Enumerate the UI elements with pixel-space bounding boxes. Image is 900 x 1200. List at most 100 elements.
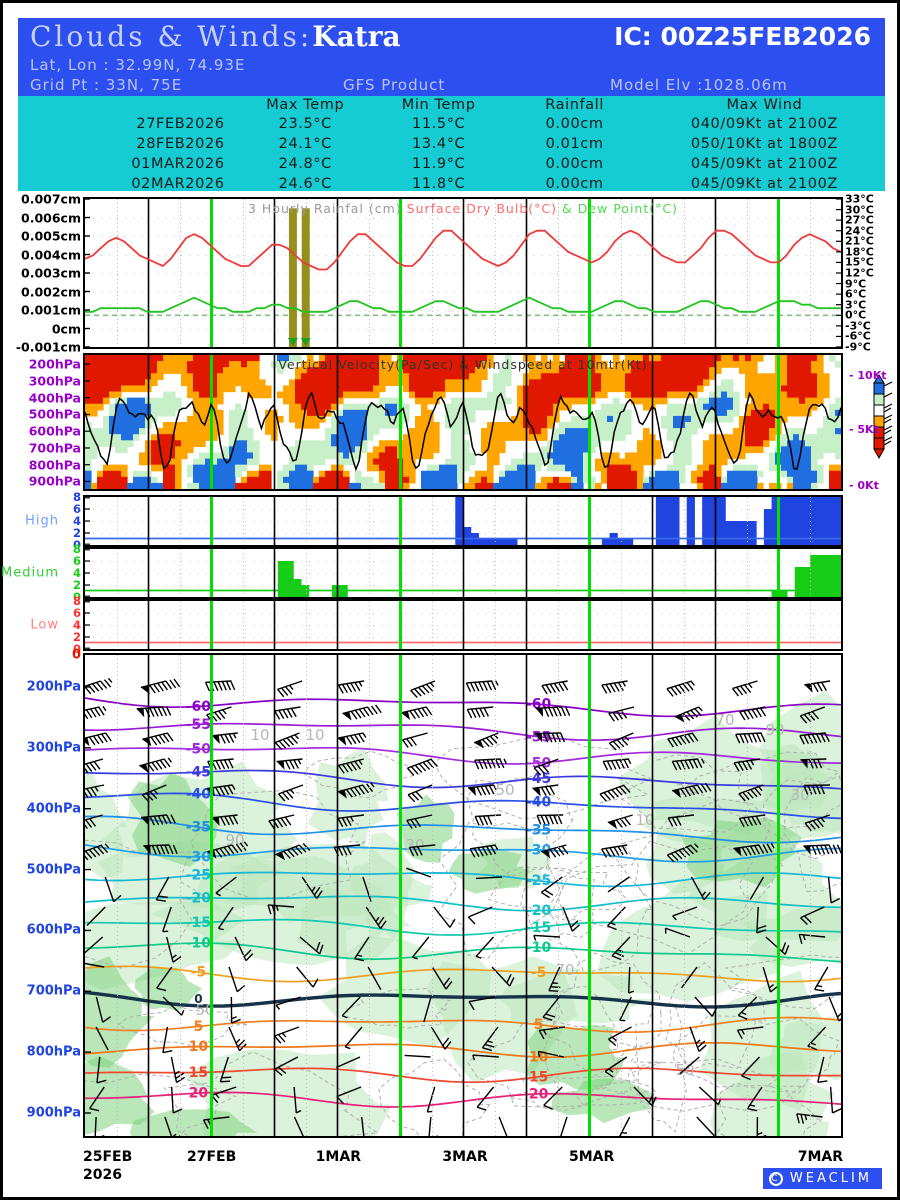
cloud-ytick: 2 xyxy=(72,526,81,540)
low-cloud-plot xyxy=(85,601,841,649)
col-max-wind: Max Wind xyxy=(726,97,803,113)
temp-ytick: 33°C xyxy=(845,192,874,206)
isotherm-label: -10 xyxy=(186,936,212,952)
temp-ytick: -9°C xyxy=(845,340,871,354)
table-header-row: Max Temp Min Temp Rainfall Max Wind xyxy=(18,96,885,114)
cell-date: 27FEB2026 xyxy=(136,116,225,132)
cell-min-temp: 11.5°C xyxy=(412,116,466,132)
col-blank xyxy=(18,96,239,114)
cloud-panel-label: Low xyxy=(30,617,59,633)
temp-ytick: 9°C xyxy=(845,277,867,291)
upper-air-ytick: 600hPa xyxy=(26,922,81,938)
wind-barb-legend xyxy=(873,374,893,460)
isotherm-label: -5 xyxy=(531,965,547,981)
upper-air-panel: -60-60-55-55-50-50-45-45-40-40-35-35-30-… xyxy=(27,648,843,1138)
cell-max-temp: 24.6°C xyxy=(278,176,332,191)
watermark-text: WEACLIM xyxy=(789,1171,872,1186)
elevation-label: Model Elv :1028.06m xyxy=(610,76,788,94)
vv-ytick: 900hPa xyxy=(28,473,81,489)
isotherm-label: -50 xyxy=(186,742,212,758)
cell-min-temp: 13.4°C xyxy=(412,136,466,152)
weaclim-watermark: C WEACLIM xyxy=(762,1168,882,1189)
isotherm-label: -60 xyxy=(186,699,212,715)
temp-ytick: 18°C xyxy=(845,245,874,259)
table-row: 02MAR2026 24.6°C 11.8°C 0.00cm 045/09Kt at 2… xyxy=(18,174,885,191)
cloud-ytick: 4 xyxy=(72,618,81,632)
cell-date: 02MAR2026 xyxy=(131,176,225,191)
cloud-ytick: 8 xyxy=(72,490,81,504)
isotherm-label: -25 xyxy=(526,873,551,889)
col-min-temp: Min Temp xyxy=(401,97,476,113)
temp-ytick: 21°C xyxy=(845,234,874,248)
isotherm-label: -10 xyxy=(526,940,552,956)
temp-ytick: 24°C xyxy=(845,224,874,238)
vertical-velocity-plot xyxy=(85,355,841,489)
cloud-ytick: 6 xyxy=(72,606,81,620)
upper-air-ytick: 200hPa xyxy=(26,679,81,695)
isotherm-label: 5 xyxy=(194,1019,204,1035)
upper-air-top-tick: 0 xyxy=(71,647,81,663)
page-header: Clouds & Winds:Katra IC: 00Z25FEB2026 La… xyxy=(18,18,885,96)
cell-rainfall: 0.00cm xyxy=(545,116,604,132)
cell-date: 28FEB2026 xyxy=(136,136,225,152)
isotherm-label: 15 xyxy=(529,1069,548,1085)
upper-air-ytick: 700hPa xyxy=(26,983,81,999)
col-rainfall: Rainfall xyxy=(545,97,604,113)
isotherm-label: -40 xyxy=(526,794,552,810)
humidity-label: 10 xyxy=(305,726,324,744)
isotherm-label: -5 xyxy=(191,965,207,981)
isotherm-label: 15 xyxy=(189,1065,208,1081)
isotherm-label: 10 xyxy=(529,1050,549,1066)
cloud-panel-label: Medium xyxy=(1,565,59,581)
initial-condition-label: IC: 00Z25FEB2026 xyxy=(614,22,871,51)
table-row: 28FEB2026 24.1°C 13.4°C 0.01cm 050/10Kt at 1… xyxy=(18,134,885,154)
rain-ytick: 0.003cm xyxy=(21,265,81,281)
x-tick-1mar: 1MAR xyxy=(315,1149,361,1165)
rain-ytick: 0.007cm xyxy=(21,191,81,207)
low-cloud-panel: 8 6 4 2 0 Low xyxy=(30,594,843,656)
cell-max-temp: 24.1°C xyxy=(278,136,332,152)
cloud-ytick: 6 xyxy=(72,554,81,568)
cloud-ytick: 8 xyxy=(72,594,81,608)
rain-ytick: 0.002cm xyxy=(21,284,81,299)
x-tick-7mar: 7MAR xyxy=(797,1149,843,1165)
cell-rainfall: 0.00cm xyxy=(545,176,604,191)
humidity-label: 10 xyxy=(250,726,269,744)
humidity-label: 90 xyxy=(225,831,244,849)
isotherm-label: -15 xyxy=(526,920,551,936)
cell-max-wind: 045/09Kt at 2100Z xyxy=(690,176,838,191)
cloud-ytick: 2 xyxy=(72,578,81,592)
wind-legend-tick: - 0Kt xyxy=(849,479,879,492)
isotherm-label: -35 xyxy=(186,820,211,836)
cloud-ytick: 0 xyxy=(72,538,81,552)
x-tick-3mar: 3MAR xyxy=(442,1149,488,1165)
cell-rainfall: 0.01cm xyxy=(545,136,604,152)
rain-ytick: 0.001cm xyxy=(21,302,81,318)
rain-ytick: 0.004cm xyxy=(21,247,81,262)
vv-ytick: 700hPa xyxy=(28,440,81,456)
x-tick-5mar: 5MAR xyxy=(569,1149,615,1165)
copyright-icon: C xyxy=(768,1171,783,1186)
isotherm-label: -20 xyxy=(186,890,212,906)
temp-ytick: 12°C xyxy=(845,266,874,280)
product-label: GFS Product xyxy=(343,76,446,94)
cloud-ytick: 0 xyxy=(72,590,81,604)
cell-max-temp: 24.8°C xyxy=(278,156,332,172)
cell-max-wind: 050/10Kt at 1800Z xyxy=(690,136,838,152)
upper-air-plot: -60-60-55-55-50-50-45-45-40-40-35-35-30-… xyxy=(85,655,841,1136)
rain-ytick: -0.001cm xyxy=(15,339,81,355)
vv-ytick: 200hPa xyxy=(28,356,81,372)
isotherm-label: -35 xyxy=(526,822,551,838)
isotherm-label: -40 xyxy=(186,786,212,802)
isotherm-label: 5 xyxy=(534,1017,544,1033)
rain-ytick: 0.006cm xyxy=(21,210,81,225)
gridpoint-label: Grid Pt : 33N, 75E xyxy=(30,76,183,94)
cloud-ytick: 6 xyxy=(72,502,81,516)
cell-date: 01MAR2026 xyxy=(131,156,225,172)
isotherm-label: -15 xyxy=(186,915,211,931)
humidity-label: 30 xyxy=(790,786,809,804)
upper-air-ytick: 400hPa xyxy=(26,801,81,817)
rainfall-temp-plot xyxy=(85,199,841,347)
summary-table: Max Temp Min Temp Rainfall Max Wind 27FE… xyxy=(18,96,885,191)
